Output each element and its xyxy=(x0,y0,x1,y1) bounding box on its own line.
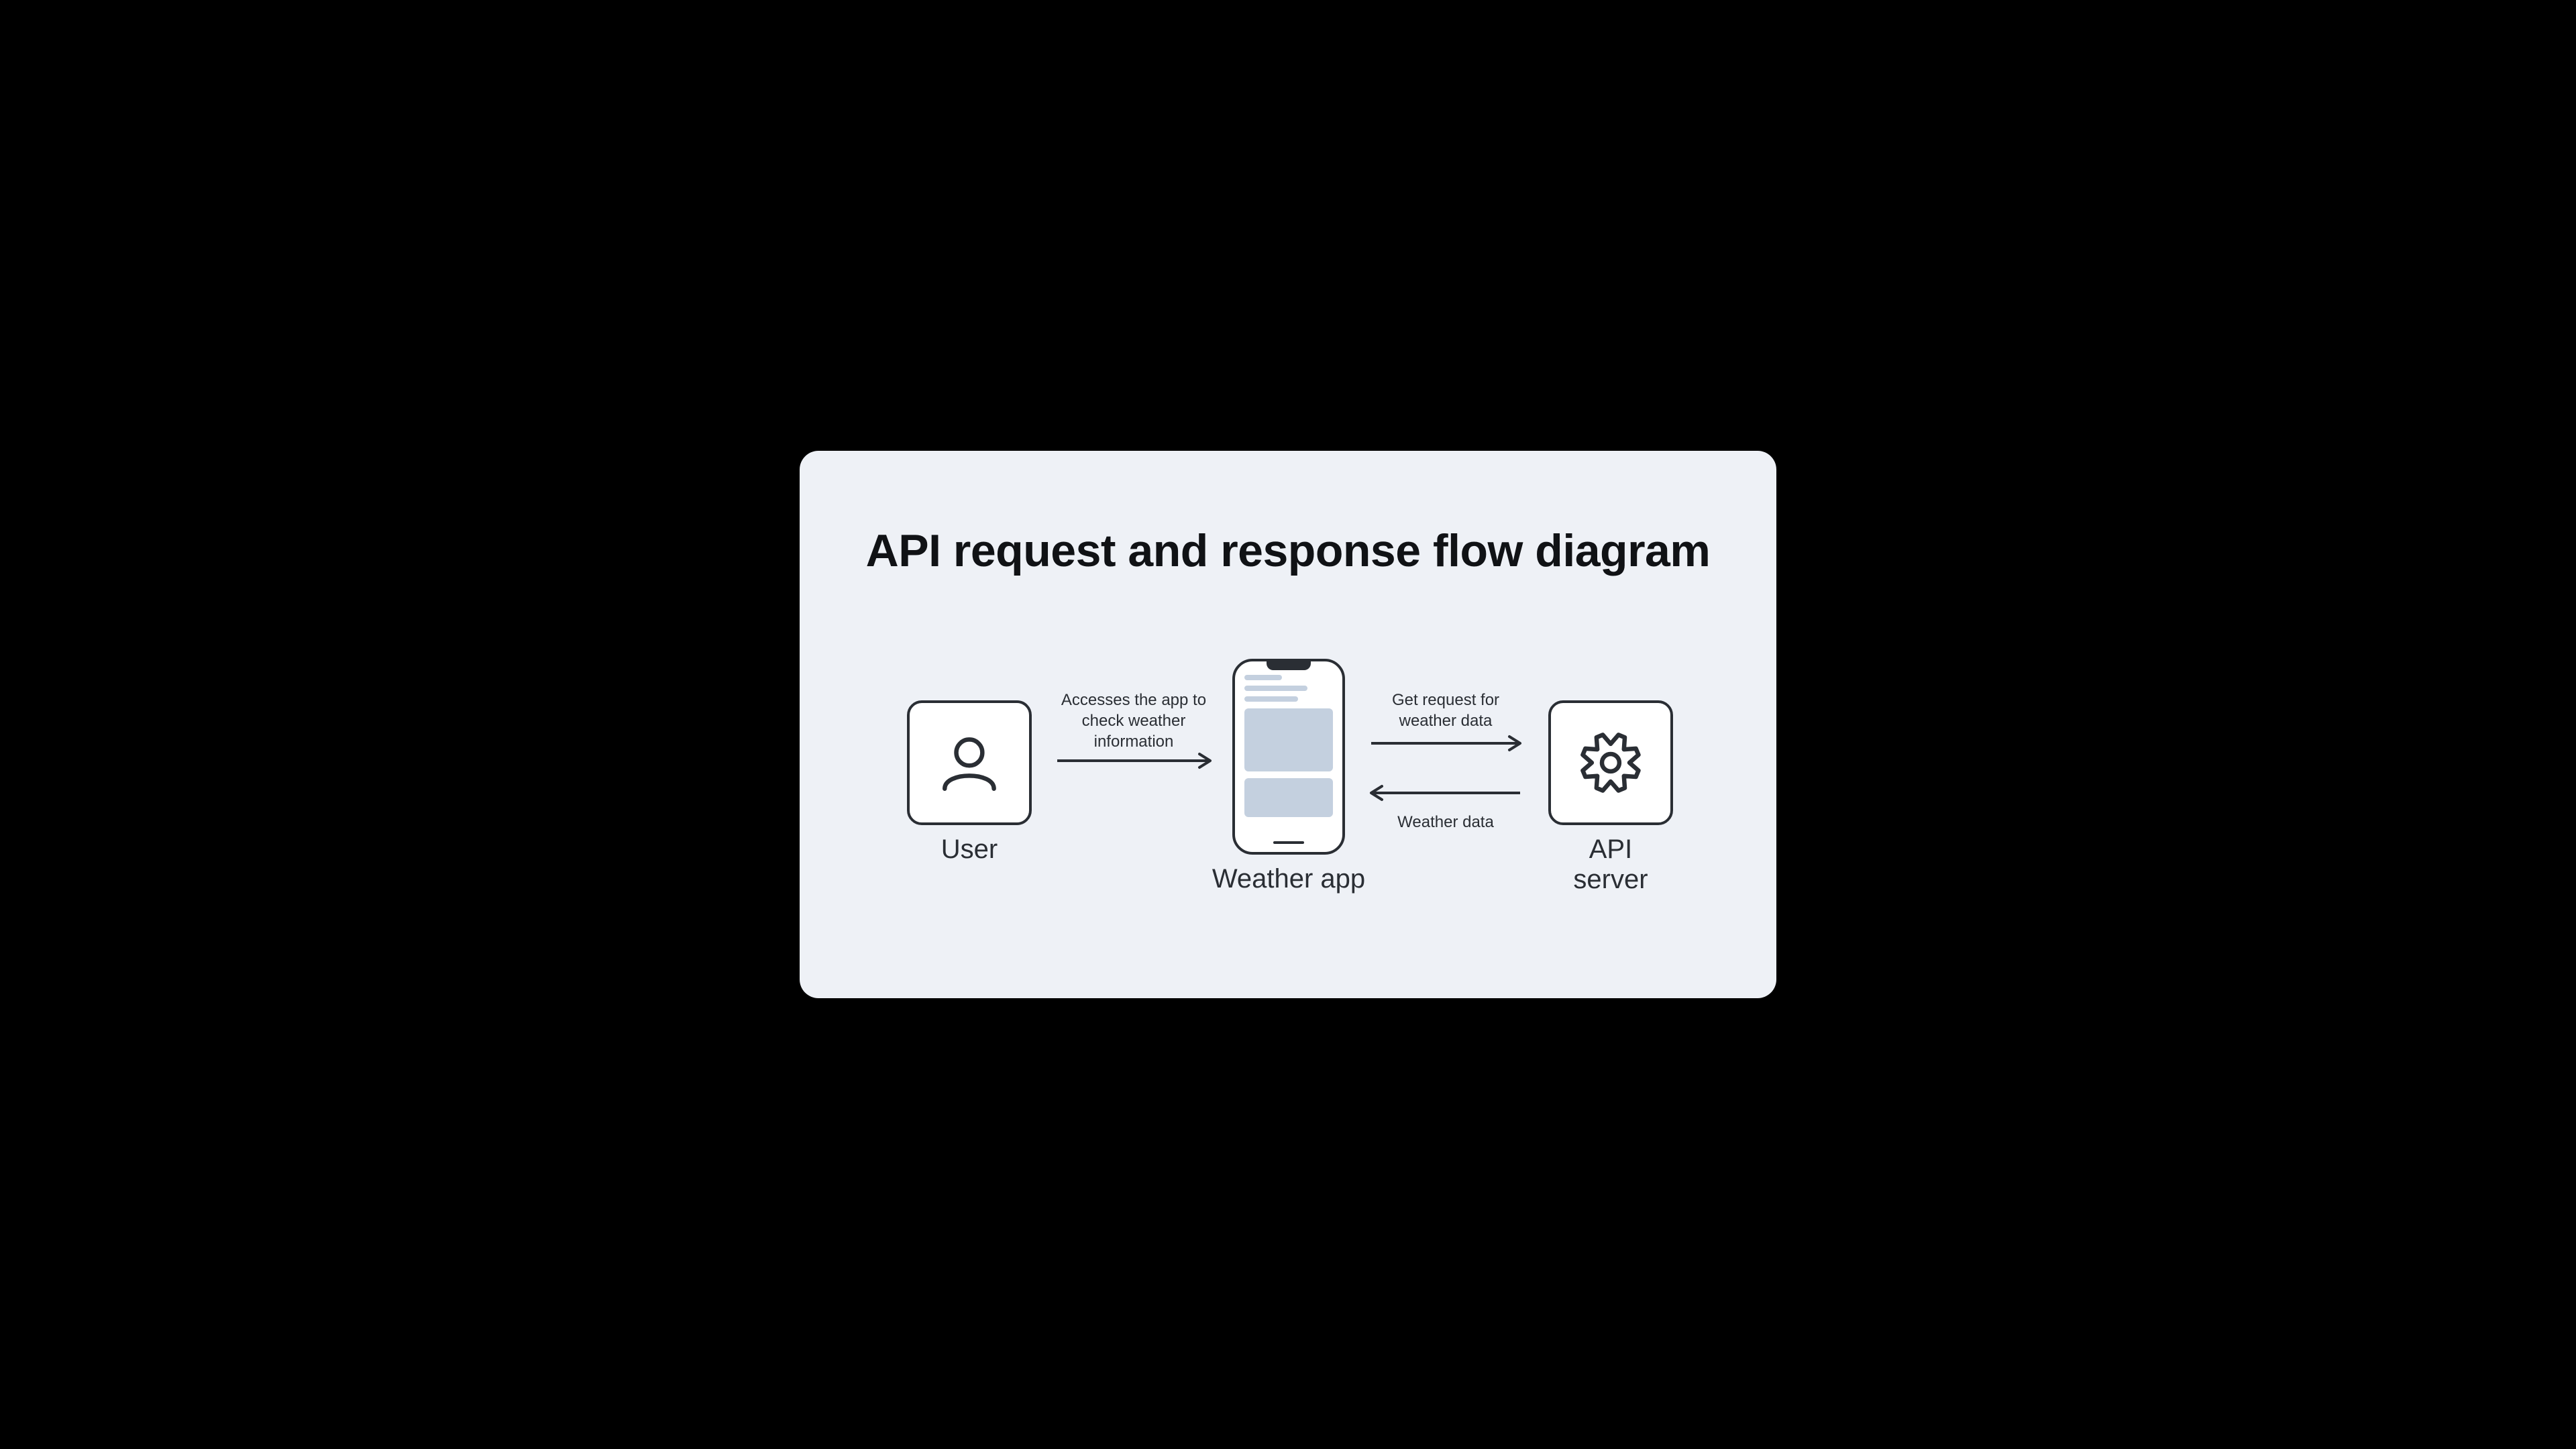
node-user xyxy=(907,700,1032,825)
phone-home-indicator-icon xyxy=(1273,841,1304,844)
node-weather-app xyxy=(1232,659,1345,855)
diagram-title: API request and response flow diagram xyxy=(800,525,1776,577)
placeholder-block xyxy=(1244,778,1333,817)
node-weather-app-label: Weather app xyxy=(1192,864,1385,894)
arrow-app-to-server xyxy=(1358,730,1534,757)
placeholder-line xyxy=(1244,675,1282,680)
gear-icon xyxy=(1574,727,1647,799)
edge-label-app-to-server: Get request forweather data xyxy=(1374,690,1517,731)
edge-label-user-to-app: Accesses the app tocheck weatherinformat… xyxy=(1060,690,1208,753)
user-icon xyxy=(933,727,1006,799)
edge-label-server-to-app: Weather data xyxy=(1374,812,1517,833)
diagram-canvas: API request and response flow diagram Us… xyxy=(800,451,1776,998)
placeholder-line xyxy=(1244,686,1307,691)
node-user-label: User xyxy=(907,835,1032,865)
node-api-server xyxy=(1548,700,1673,825)
node-api-server-label: API server xyxy=(1548,835,1673,895)
arrow-server-to-app xyxy=(1358,780,1534,806)
phone-screen xyxy=(1244,675,1333,836)
placeholder-line xyxy=(1244,696,1298,702)
phone-notch-icon xyxy=(1267,661,1311,670)
placeholder-block xyxy=(1244,708,1333,771)
